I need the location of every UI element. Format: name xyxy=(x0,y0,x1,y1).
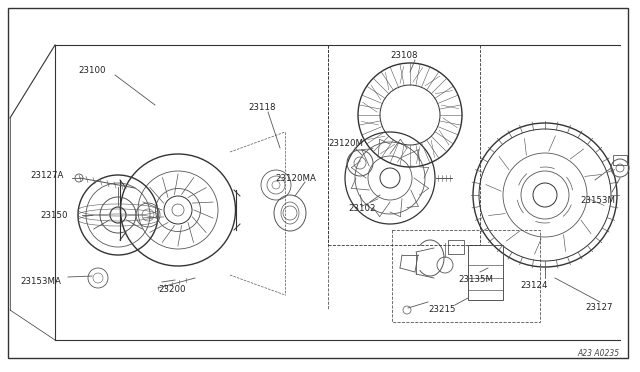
Text: 23108: 23108 xyxy=(390,51,417,60)
Text: 23120MA: 23120MA xyxy=(275,173,316,183)
Text: 23120M: 23120M xyxy=(328,138,363,148)
Text: 23135M: 23135M xyxy=(458,276,493,285)
Bar xyxy=(392,230,540,322)
Text: A23 A0235: A23 A0235 xyxy=(578,349,620,358)
Text: 23150: 23150 xyxy=(40,211,67,219)
Text: 23118: 23118 xyxy=(248,103,275,112)
Text: 23100: 23100 xyxy=(78,65,106,74)
Text: 23127: 23127 xyxy=(585,304,612,312)
Bar xyxy=(468,245,503,300)
Text: 23127A: 23127A xyxy=(30,170,63,180)
Text: 23102: 23102 xyxy=(348,203,376,212)
Text: 23153MA: 23153MA xyxy=(20,278,61,286)
Text: 23200: 23200 xyxy=(158,285,186,295)
Bar xyxy=(613,155,627,165)
Text: 23124: 23124 xyxy=(520,280,547,289)
Bar xyxy=(448,240,464,254)
Text: 23153M: 23153M xyxy=(580,196,616,205)
Text: 23215: 23215 xyxy=(428,305,456,314)
